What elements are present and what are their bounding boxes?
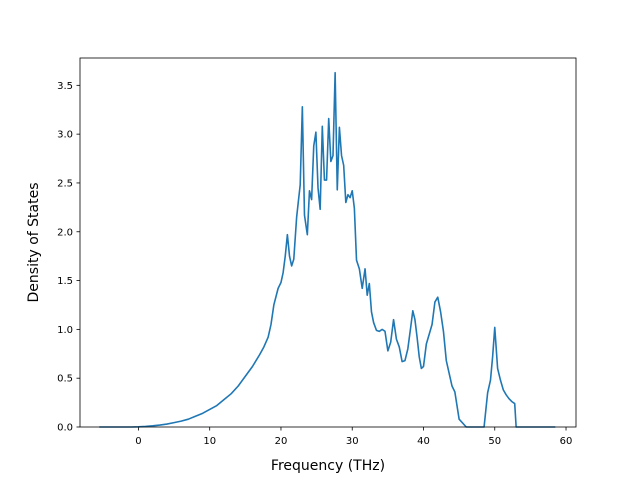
y-tick-label: 3.5: [57, 81, 73, 92]
x-tick-label: 20: [275, 436, 288, 447]
y-tick-label: 1.5: [57, 276, 73, 287]
x-tick-label: 60: [560, 436, 573, 447]
x-tick-label: 0: [135, 436, 141, 447]
y-axis-label: Density of States: [26, 183, 42, 303]
x-tick-label: 40: [417, 436, 430, 447]
axis-ticks: 0 10 20 30 40 50 60 0.0 0.5 1.0 1.5 2.0 2.5 3.0 3.5: [57, 81, 572, 447]
x-tick-label: 10: [203, 436, 216, 447]
x-tick-label: 50: [488, 436, 501, 447]
axis-labels: Frequency (THz) Density of States: [26, 183, 385, 474]
y-tick-label: 3.0: [57, 130, 73, 141]
y-tick-label: 0.5: [57, 374, 73, 385]
y-tick-label: 2.5: [57, 178, 73, 189]
dos-line: [99, 71, 556, 428]
y-tick-label: 0.0: [57, 423, 73, 434]
plot-frame: [79, 57, 577, 428]
x-tick-label: 30: [346, 436, 359, 447]
x-axis-label: Frequency (THz): [271, 458, 385, 474]
y-tick-label: 1.0: [57, 325, 73, 336]
series-group: [99, 71, 556, 428]
y-tick-label: 2.0: [57, 227, 73, 238]
